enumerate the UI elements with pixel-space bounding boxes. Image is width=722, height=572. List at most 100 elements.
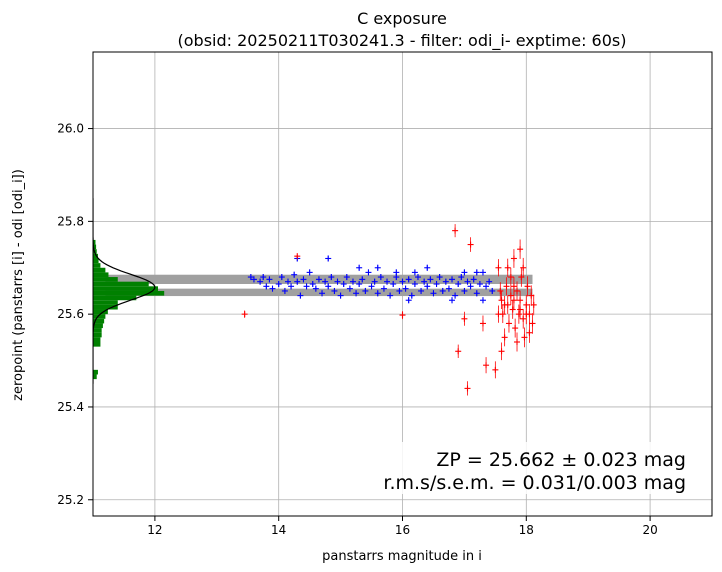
blue-point bbox=[427, 276, 434, 283]
blue-point bbox=[489, 287, 496, 294]
blue-point bbox=[430, 290, 437, 297]
blue-point bbox=[263, 283, 270, 290]
blue-point bbox=[384, 278, 391, 285]
histogram-bar bbox=[93, 267, 106, 273]
blue-point bbox=[247, 274, 254, 281]
gaussian-fit-curve bbox=[93, 198, 156, 384]
blue-point bbox=[266, 276, 273, 283]
red-point bbox=[467, 237, 474, 252]
blue-point bbox=[436, 274, 443, 281]
red-point bbox=[464, 381, 471, 396]
histogram-bar bbox=[93, 277, 118, 282]
blue-point bbox=[306, 269, 313, 276]
blue-point bbox=[479, 269, 486, 276]
blue-point bbox=[291, 271, 298, 278]
blue-point bbox=[349, 278, 356, 285]
blue-point bbox=[442, 278, 449, 285]
blue-point bbox=[362, 287, 369, 294]
red-point bbox=[514, 281, 521, 301]
red-point bbox=[507, 267, 514, 287]
blue-point bbox=[411, 281, 418, 287]
blue-point bbox=[368, 283, 375, 290]
blue-point bbox=[411, 269, 418, 276]
red-point bbox=[498, 291, 505, 310]
axes-frame: 12 14 16 18 20 25.2 25.4 25.6 25.8 26.0 bbox=[57, 51, 713, 537]
blue-point bbox=[399, 278, 406, 285]
red-point bbox=[241, 310, 248, 318]
blue-point bbox=[449, 297, 456, 304]
red-point bbox=[452, 224, 459, 238]
red-point bbox=[524, 276, 531, 297]
blue-point bbox=[340, 281, 347, 287]
blue-point bbox=[408, 292, 415, 299]
red-point bbox=[512, 318, 519, 338]
blue-point bbox=[257, 278, 264, 285]
histogram-bar bbox=[93, 318, 105, 324]
red-point bbox=[510, 290, 517, 310]
blue-point bbox=[405, 297, 412, 304]
red-point bbox=[294, 253, 301, 260]
histogram-bar bbox=[93, 369, 98, 375]
blue-point bbox=[449, 276, 456, 283]
blue-point bbox=[356, 281, 363, 287]
blue-point bbox=[473, 290, 480, 297]
blue-point bbox=[260, 274, 267, 281]
red-point bbox=[523, 304, 530, 325]
red-point bbox=[510, 249, 517, 268]
histogram-bar bbox=[93, 290, 165, 296]
blue-point bbox=[479, 297, 486, 304]
blue-point bbox=[325, 283, 332, 290]
blue-point bbox=[486, 278, 493, 285]
x-tick-label: 18 bbox=[519, 523, 534, 537]
blue-point bbox=[281, 287, 288, 294]
histogram-bar bbox=[93, 300, 118, 305]
blue-point bbox=[331, 287, 338, 294]
blue-point bbox=[288, 283, 295, 290]
blue-point bbox=[421, 278, 428, 285]
blue-point bbox=[312, 285, 319, 292]
blue-point bbox=[322, 278, 329, 285]
histogram-bar bbox=[93, 286, 158, 291]
red-point bbox=[515, 304, 522, 324]
blue-point bbox=[483, 283, 490, 290]
red-point bbox=[529, 313, 536, 334]
blue-point bbox=[377, 274, 384, 281]
blue-point bbox=[374, 264, 381, 271]
blue-point bbox=[353, 290, 360, 297]
blue-point bbox=[300, 276, 307, 283]
x-axis-label: panstarrs magnitude in i bbox=[322, 549, 482, 564]
blue-point bbox=[455, 281, 462, 287]
blue-point bbox=[346, 285, 353, 292]
red-point bbox=[505, 314, 512, 333]
blue-point bbox=[418, 287, 425, 294]
histogram-bar bbox=[93, 258, 99, 264]
red-point bbox=[504, 258, 511, 277]
red-point bbox=[521, 327, 528, 348]
histogram-bar bbox=[93, 314, 106, 319]
red-point bbox=[495, 259, 502, 277]
red-point bbox=[498, 342, 505, 361]
red-point bbox=[492, 361, 499, 379]
histogram-bar bbox=[93, 239, 96, 245]
histogram-bar bbox=[93, 323, 103, 329]
plot-area bbox=[93, 52, 712, 516]
blue-point bbox=[414, 274, 421, 281]
blue-point bbox=[473, 269, 480, 276]
red-point bbox=[507, 286, 514, 305]
histogram-bar bbox=[93, 263, 101, 268]
blue-point bbox=[476, 281, 483, 287]
blue-point bbox=[337, 292, 344, 299]
histogram-bar bbox=[93, 244, 97, 250]
red-point bbox=[461, 311, 468, 326]
red-point bbox=[503, 277, 510, 296]
blue-point bbox=[433, 281, 440, 287]
y-tick-label: 25.6 bbox=[57, 307, 84, 321]
blue-point bbox=[284, 278, 291, 285]
red-point bbox=[509, 300, 516, 319]
blue-point bbox=[359, 276, 366, 283]
blue-point bbox=[439, 287, 446, 294]
blue-point bbox=[393, 269, 400, 276]
blue-point bbox=[461, 269, 468, 276]
blue-point bbox=[461, 287, 468, 294]
